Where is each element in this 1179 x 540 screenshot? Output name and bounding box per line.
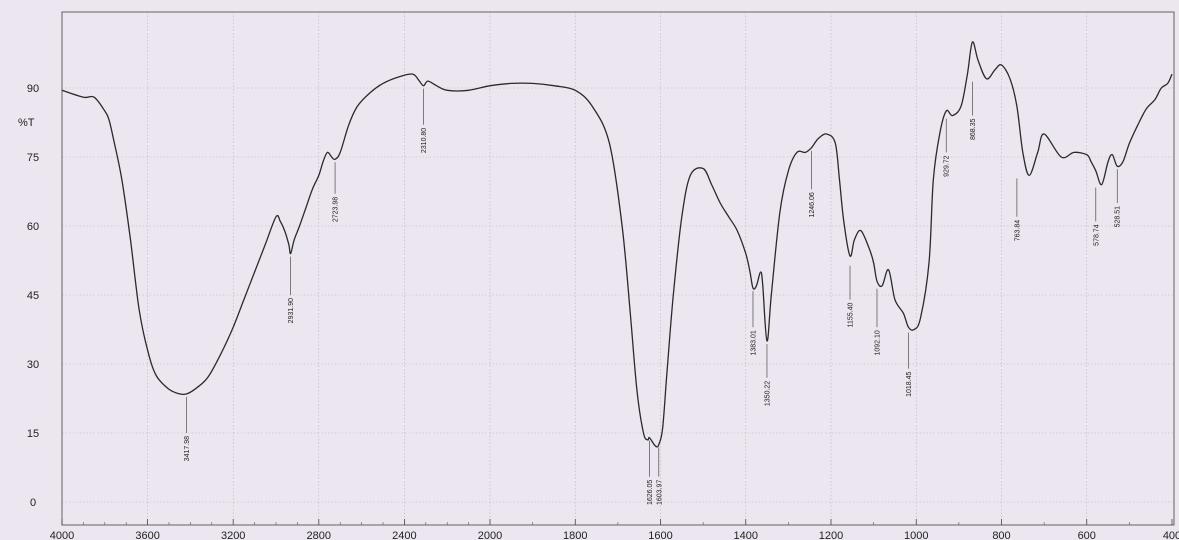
y-tick-label: 75 bbox=[27, 152, 39, 164]
x-tick-label: 600 bbox=[1078, 530, 1096, 540]
x-tick-label: 4000 bbox=[50, 530, 74, 540]
x-tick-label: 800 bbox=[992, 530, 1010, 540]
peak-label: 578.74 bbox=[1093, 224, 1100, 246]
y-tick-label: 15 bbox=[27, 428, 39, 440]
x-tick-label: 1600 bbox=[648, 530, 672, 540]
x-tick-label: 1400 bbox=[734, 530, 758, 540]
peak-label: 929.72 bbox=[944, 155, 951, 177]
x-tick-label: 2000 bbox=[478, 530, 502, 540]
x-tick-label: 2400 bbox=[392, 530, 416, 540]
peak-label: 528.51 bbox=[1115, 206, 1122, 228]
plot-frame bbox=[61, 11, 1175, 526]
peak-label: 1383.01 bbox=[751, 330, 758, 355]
peak-label: 1018.45 bbox=[906, 372, 913, 397]
spectrum-line bbox=[61, 41, 1173, 448]
y-tick-label: 30 bbox=[27, 359, 39, 371]
peak-label: 763.84 bbox=[1014, 220, 1021, 242]
peak-label: 868.35 bbox=[970, 119, 977, 141]
peak-label: 1350.22 bbox=[765, 381, 772, 406]
peak-label: 1603.97 bbox=[656, 480, 663, 505]
peak-label: 3417.98 bbox=[184, 436, 191, 461]
y-tick-label: 60 bbox=[27, 221, 39, 233]
x-tick-label: 1200 bbox=[819, 530, 843, 540]
x-tick-label: 3600 bbox=[135, 530, 159, 540]
grid-lines bbox=[62, 12, 1174, 525]
x-tick-label: 1000 bbox=[904, 530, 928, 540]
peak-label: 1092.10 bbox=[875, 330, 882, 355]
peak-label: 2931.90 bbox=[288, 298, 295, 323]
peak-annotations: 3417.98 2931.90 2723.98 2310.80 1626.05 1603.… bbox=[184, 81, 1122, 505]
x-tick-label: 3200 bbox=[221, 530, 245, 540]
y-axis-ticks: 0 15 30 45 60 75 90 bbox=[27, 83, 39, 509]
y-tick-label: 0 bbox=[30, 497, 36, 509]
x-tick-label: 2800 bbox=[307, 530, 331, 540]
x-tick-label: 400 bbox=[1163, 530, 1179, 540]
peak-label: 2310.80 bbox=[421, 128, 428, 153]
peak-label: 1626.05 bbox=[647, 480, 654, 505]
x-axis-ticks: 4000 3600 3200 2800 2400 2000 1800 1600 1400 1200… bbox=[50, 519, 1179, 540]
y-tick-label: 45 bbox=[27, 290, 39, 302]
y-axis-label: %T bbox=[18, 117, 35, 129]
peak-label: 1246.06 bbox=[809, 192, 816, 217]
peak-label: 1155.40 bbox=[848, 303, 855, 328]
peak-label: 2723.98 bbox=[333, 197, 340, 222]
y-tick-label: 90 bbox=[27, 83, 39, 95]
x-tick-label: 1800 bbox=[563, 530, 587, 540]
